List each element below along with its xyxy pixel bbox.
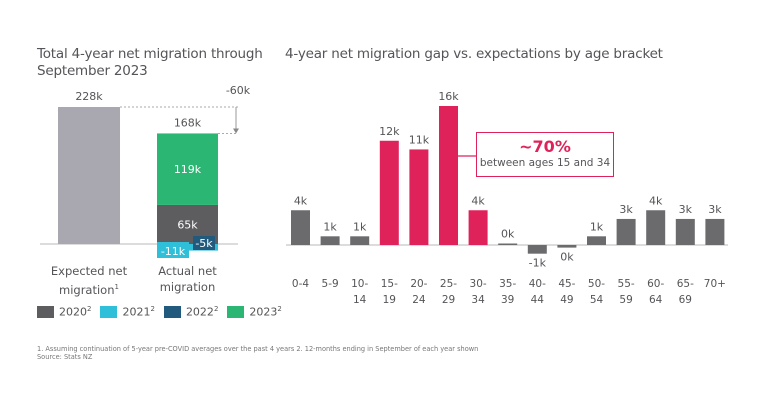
actual-total-label: 168k	[174, 116, 202, 129]
legend: 20202 20212 20222 20232	[37, 305, 291, 319]
left-category-label: Actual net migration	[158, 264, 217, 294]
x-axis-label: 35- 39	[499, 278, 517, 306]
age-bar	[320, 236, 340, 245]
age-bar-value-label: 0k	[560, 251, 574, 264]
legend-item-2023: 20232	[227, 305, 282, 319]
legend-label: 20212	[122, 305, 155, 319]
age-bar-value-label: 4k	[294, 194, 308, 207]
age-bar-value-label: -1k	[529, 257, 547, 270]
x-axis-label: 55- 59	[617, 278, 635, 306]
x-axis-label: 10- 14	[351, 278, 369, 306]
x-axis-label: 60- 64	[647, 278, 665, 306]
legend-item-2020: 20202	[37, 305, 91, 319]
gap-label: -60k	[226, 84, 251, 97]
age-bar-value-label: 3k	[679, 203, 693, 216]
legend-item-2022: 20222	[163, 305, 219, 319]
x-axis-label: 0-4	[291, 278, 310, 290]
age-bar	[675, 218, 695, 245]
age-bar-value-label: 4k	[471, 194, 485, 207]
age-bar	[527, 245, 547, 254]
annotation-text: between ages 15 and 34	[479, 157, 611, 169]
legend-swatch	[163, 305, 181, 318]
age-bar	[498, 243, 518, 245]
age-bar-value-label: 11k	[409, 133, 430, 146]
footnote-line-1: 1. Assuming continuation of 5-year pre-C…	[37, 345, 479, 353]
age-bar-value-label: 1k	[590, 220, 604, 233]
legend-swatch	[100, 305, 118, 318]
age-bar-value-label: 3k	[708, 203, 722, 216]
age-bar	[705, 218, 725, 245]
actual-2022-label-bg	[193, 236, 215, 250]
gap-arrow-head	[233, 128, 239, 134]
legend-label: 20232	[249, 305, 282, 319]
right-chart-title: 4-year net migration gap vs. expectation…	[285, 46, 663, 62]
x-axis-label: 15- 19	[380, 278, 398, 306]
legend-item-2021: 20212	[100, 305, 155, 319]
x-axis-label: 70+	[703, 278, 726, 290]
age-bar	[379, 140, 399, 245]
actual-2021-label-bg	[157, 242, 189, 258]
age-bar	[291, 210, 310, 245]
x-axis-label: 65- 69	[676, 278, 694, 306]
age-bar-value-label: 3k	[619, 203, 633, 216]
x-axis-label: 25- 29	[439, 278, 458, 306]
actual-2022-label: -5k	[195, 237, 213, 250]
age-bar	[646, 210, 666, 245]
age-bar	[557, 245, 577, 248]
actual-2023-label: 119k	[174, 163, 202, 176]
legend-swatch	[227, 305, 245, 318]
age-bar	[468, 210, 488, 245]
age-bar	[616, 218, 636, 245]
x-axis-label: 50- 54	[587, 278, 606, 306]
expected-bar	[58, 107, 120, 244]
expected-value-label: 228k	[75, 90, 103, 103]
legend-label: 20202	[59, 305, 92, 319]
annotation-headline: ~70%	[519, 137, 571, 156]
actual-2021-label: -11k	[161, 245, 186, 258]
footnote-source: Source: Stats NZ	[37, 353, 93, 361]
x-axis-label: 40- 44	[528, 278, 546, 306]
age-bar-value-label: 12k	[379, 125, 400, 138]
age-bar	[350, 236, 370, 245]
legend-swatch	[37, 305, 54, 318]
age-bar-value-label: 4k	[649, 194, 663, 207]
x-axis-label: 30- 34	[469, 278, 487, 306]
age-bar-value-label: 16k	[438, 90, 459, 103]
left-category-label: Expected net migration1	[50, 264, 128, 297]
left-chart-title: Total 4-year net migration through Septe…	[37, 46, 263, 79]
age-bar-value-label: 0k	[501, 228, 515, 241]
x-axis-label: 45- 49	[558, 278, 576, 306]
actual-2023-segment	[157, 133, 218, 205]
x-axis-label: 20- 24	[410, 278, 428, 306]
age-bar	[587, 236, 606, 245]
x-axis-label: 5-9	[321, 278, 339, 290]
actual-2020-label: 65k	[177, 218, 198, 231]
age-bar-value-label: 1k	[323, 220, 337, 233]
legend-label: 20222	[185, 305, 219, 319]
annotation-callout: ~70% between ages 15 and 34	[476, 132, 614, 177]
age-bar-value-label: 1k	[353, 220, 367, 233]
age-bar	[409, 149, 429, 245]
age-bar	[439, 106, 458, 245]
